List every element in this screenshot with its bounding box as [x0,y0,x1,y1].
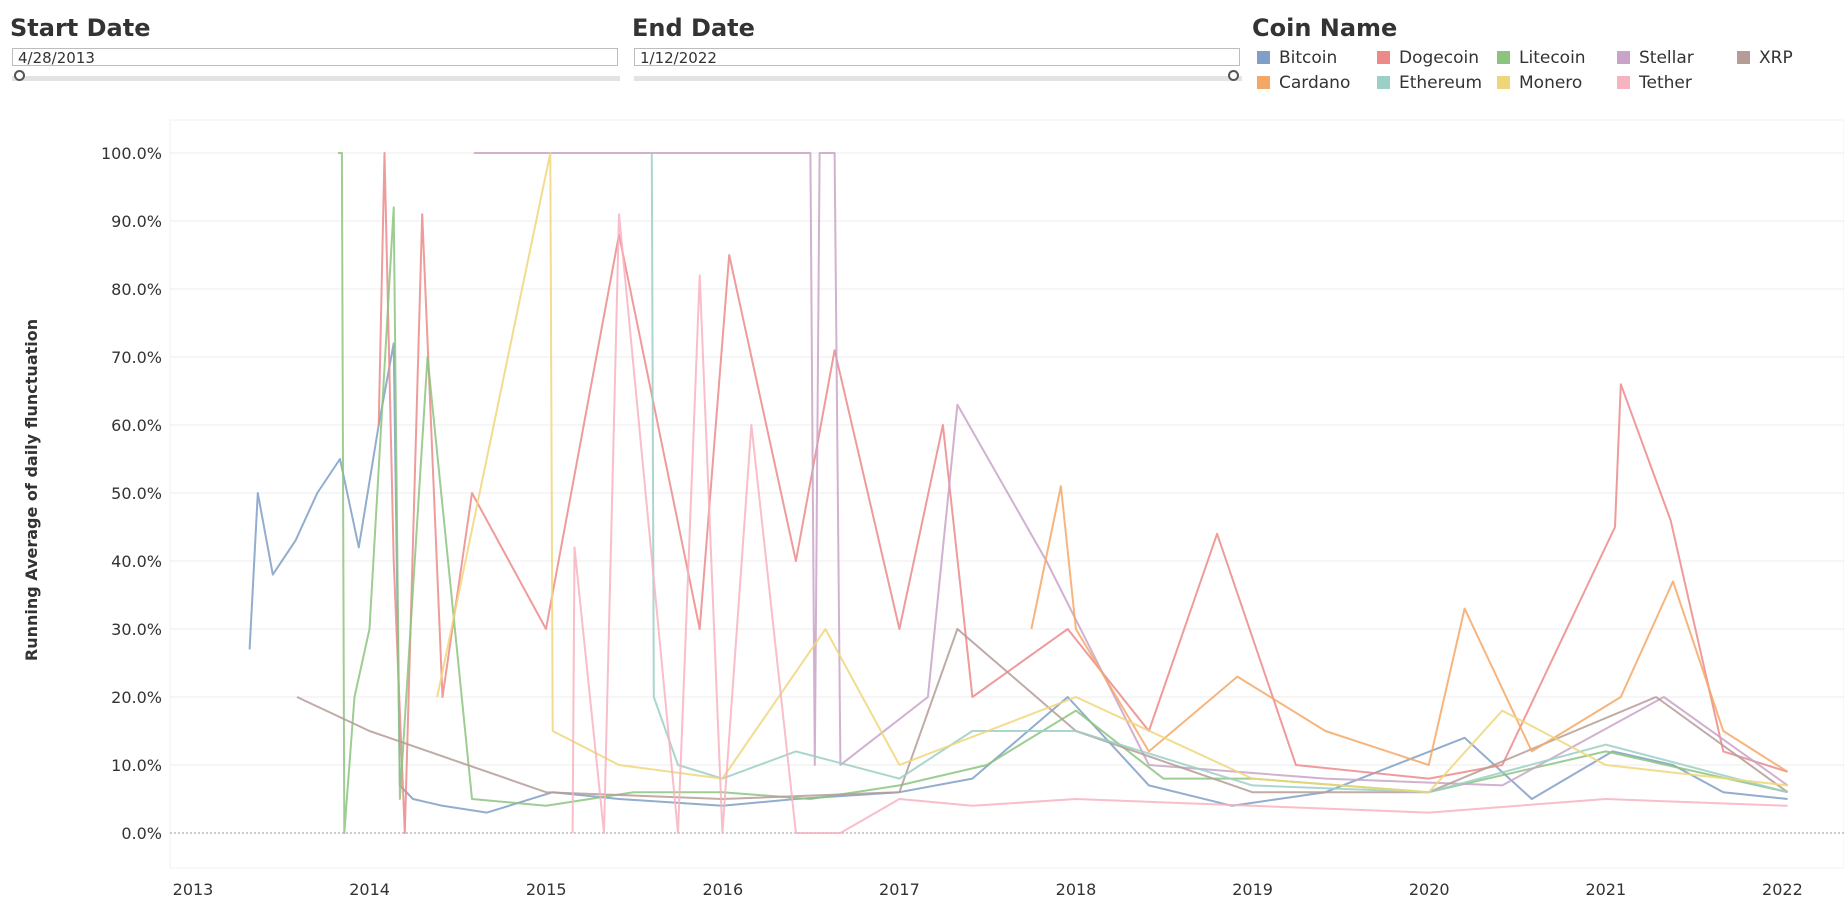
series-line-monero[interactable] [436,152,1788,794]
legend-label: Cardano [1279,73,1351,93]
start-date-input[interactable]: 4/28/2013 [12,48,618,67]
end-date-input[interactable]: 1/12/2022 [634,48,1240,67]
x-tick-label: 2019 [1232,880,1273,899]
end-date-slider-thumb[interactable] [1228,70,1239,81]
grid-lines [169,119,1844,869]
legend-swatch [1497,51,1510,64]
legend-swatch [1377,76,1390,89]
x-tick-label: 2021 [1585,880,1626,899]
x-tick-label: 2016 [702,880,743,899]
y-tick-label: 70.0% [111,348,162,367]
x-tick-label: 2014 [349,880,390,899]
legend-swatch [1617,76,1630,89]
end-date-title: End Date [632,14,755,42]
legend-label: Monero [1519,73,1583,93]
legend-label: Tether [1639,73,1692,93]
x-tick-label: 2022 [1762,880,1803,899]
y-axis-ticks: 0.0% 10.0% 20.0% 30.0% 40.0% 50.0% 60.0% 70.0% 8… [101,144,162,843]
y-tick-label: 40.0% [111,552,162,571]
x-tick-label: 2015 [526,880,567,899]
y-tick-label: 90.0% [111,212,162,231]
legend-swatch [1257,51,1270,64]
y-tick-label: 80.0% [111,280,162,299]
legend-label: Bitcoin [1279,48,1338,68]
x-axis-ticks: 2013 2014 2015 2016 2017 2018 2019 2020 2021 2022 [173,880,1803,899]
series-lines [248,152,1789,834]
legend-swatch [1257,76,1270,89]
legend-label: Stellar [1639,48,1694,68]
series-line-ethereum[interactable] [650,152,1788,794]
series-line-cardano[interactable] [1030,485,1789,773]
legend-label: XRP [1759,48,1793,68]
start-date-title: Start Date [10,14,151,42]
series-line-stellar[interactable] [473,152,1789,787]
y-tick-label: 50.0% [111,484,162,503]
legend-label: Ethereum [1399,73,1483,93]
series-line-xrp[interactable] [296,628,1789,800]
legend-label: Dogecoin [1399,48,1479,68]
legend-swatch [1617,51,1630,64]
y-tick-label: 100.0% [101,144,162,163]
y-tick-label: 20.0% [111,688,162,707]
legend-label: Litecoin [1519,48,1586,68]
series-line-tether[interactable] [571,213,1788,834]
x-tick-label: 2018 [1056,880,1097,899]
start-date-slider-track[interactable] [12,76,620,81]
x-tick-label: 2017 [879,880,920,899]
plot-area [169,119,1844,869]
y-tick-label: 60.0% [111,416,162,435]
y-tick-label: 10.0% [111,756,162,775]
start-date-slider-thumb[interactable] [14,70,25,81]
series-line-bitcoin[interactable] [248,342,1788,814]
series-line-litecoin[interactable] [338,152,1788,834]
x-tick-label: 2020 [1409,880,1450,899]
y-axis-label: Running Average of daily flunctuation [22,319,41,661]
end-date-slider-track[interactable] [634,76,1242,81]
legend-title: Coin Name [1252,14,1398,42]
x-tick-label: 2013 [173,880,214,899]
legend-swatch [1737,51,1750,64]
y-tick-label: 0.0% [121,824,162,843]
y-tick-label: 30.0% [111,620,162,639]
legend-swatch [1497,76,1510,89]
legend-swatch [1377,51,1390,64]
